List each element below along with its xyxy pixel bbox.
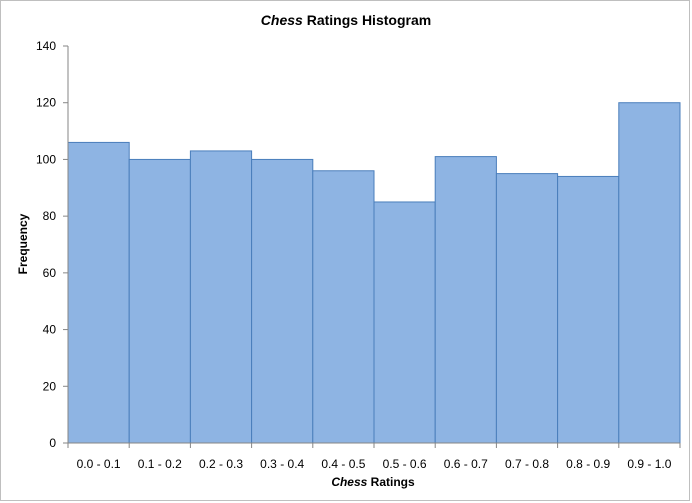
bar-9 bbox=[618, 102, 681, 444]
bar-4 bbox=[312, 170, 375, 444]
bar-2 bbox=[189, 150, 253, 444]
y-tick-label-5: 100 bbox=[36, 152, 56, 166]
chart-title-italic: Chess bbox=[261, 12, 303, 28]
bar-8 bbox=[557, 175, 620, 444]
x-axis-label: Chess Ratings bbox=[331, 475, 415, 489]
x-tick-label-5: 0.5 - 0.6 bbox=[383, 457, 427, 471]
x-tick-label-4: 0.4 - 0.5 bbox=[321, 457, 365, 471]
x-tick-label-1: 0.1 - 0.2 bbox=[138, 457, 182, 471]
bar-5 bbox=[373, 201, 436, 444]
labels-layer: 0 20 40 60 80 100 120 140 0.0 - 0.1 0.1 - 0.2 0.2 … bbox=[36, 39, 672, 471]
y-axis-label: Frequency bbox=[16, 213, 30, 274]
y-tick-label-4: 80 bbox=[43, 209, 57, 223]
chart-title-rest: Ratings Histogram bbox=[303, 12, 431, 28]
y-tick-label-0: 0 bbox=[49, 436, 56, 450]
x-tick-label-8: 0.8 - 0.9 bbox=[566, 457, 610, 471]
x-axis-label-rest: Ratings bbox=[367, 475, 415, 489]
bar-6 bbox=[434, 156, 497, 444]
x-tick-label-3: 0.3 - 0.4 bbox=[260, 457, 304, 471]
x-tick-label-6: 0.6 - 0.7 bbox=[444, 457, 488, 471]
x-axis-label-italic: Chess bbox=[331, 475, 367, 489]
chart-title: Chess Ratings Histogram bbox=[261, 12, 431, 28]
bar-7 bbox=[495, 173, 559, 444]
x-tick-label-7: 0.7 - 0.8 bbox=[505, 457, 549, 471]
x-tick-label-9: 0.9 - 1.0 bbox=[627, 457, 671, 471]
axes-layer bbox=[63, 45, 681, 448]
bars-layer bbox=[67, 102, 681, 444]
y-tick-label-3: 60 bbox=[43, 266, 57, 280]
y-tick-label-7: 140 bbox=[36, 39, 56, 53]
y-tick-label-2: 40 bbox=[43, 323, 57, 337]
bar-3 bbox=[251, 158, 314, 444]
y-tick-label-1: 20 bbox=[43, 379, 57, 393]
x-tick-label-2: 0.2 - 0.3 bbox=[199, 457, 243, 471]
bar-1 bbox=[128, 158, 191, 444]
y-tick-label-6: 120 bbox=[36, 96, 56, 110]
x-tick-label-0: 0.0 - 0.1 bbox=[77, 457, 121, 471]
bar-0 bbox=[67, 141, 130, 444]
